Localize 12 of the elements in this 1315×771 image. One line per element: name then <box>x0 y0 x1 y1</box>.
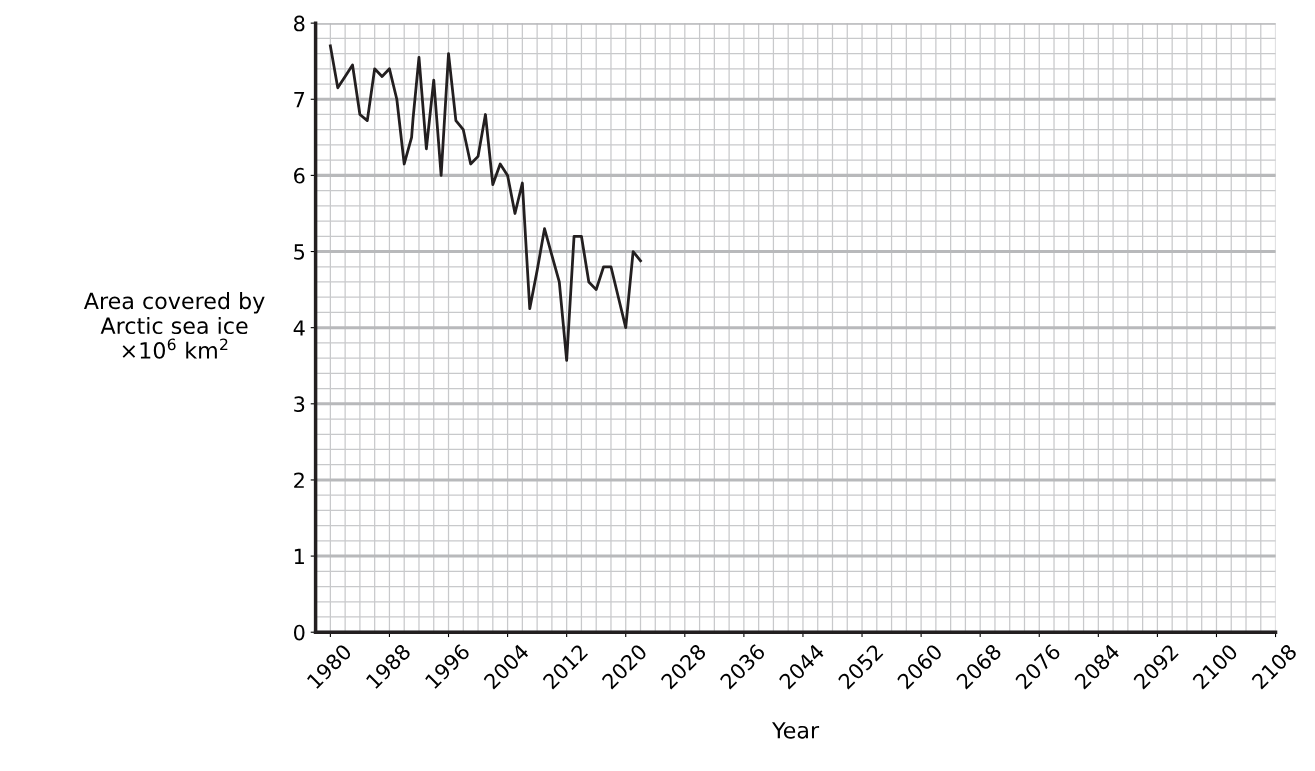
y-tick-label: 8 <box>294 15 305 32</box>
y-tick-label: 0 <box>294 624 305 641</box>
x-axis-title: Year <box>772 722 820 739</box>
y-tick-label: 2 <box>294 472 304 488</box>
y-tick-label: 3 <box>294 396 305 413</box>
y-axis-title: Area covered by Arctic sea ice ×10$^{6}$ km$^{2}$ <box>83 292 265 359</box>
y-tick-label: 6 <box>294 167 305 184</box>
y-tick-label: 5 <box>294 244 305 260</box>
y-tick-label: 1 <box>294 548 304 564</box>
y-tick-label: 4 <box>293 320 305 336</box>
line-series <box>328 44 642 362</box>
y-tick-label: 7 <box>294 91 305 108</box>
